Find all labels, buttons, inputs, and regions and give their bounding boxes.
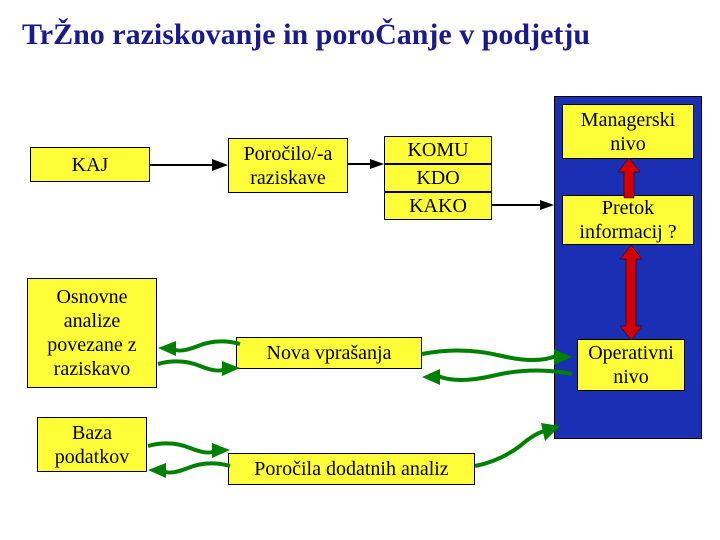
arrow-green-baza-right (148, 440, 230, 460)
box-kdo: KDO (384, 164, 492, 192)
arrow-green-dodatnih-right (475, 421, 560, 476)
label-pretok: Pretok informacij ? (563, 196, 693, 244)
arrow-green-dodatnih-left (148, 460, 230, 480)
label-dodatnih: Poročila dodatnih analiz (254, 457, 448, 481)
box-baza: Baza podatkov (37, 417, 147, 472)
box-pretok: Pretok informacij ? (562, 195, 694, 245)
box-porocilo: Poročilo/-a raziskave (228, 138, 348, 193)
label-osnovne: Osnovne analize povezane z raziskavo (28, 285, 156, 381)
arrow-green-nova-right (158, 358, 240, 378)
arrow-red-up (612, 158, 646, 198)
arrow-porocilo-komu (348, 156, 384, 172)
label-kako: KAKO (409, 194, 467, 218)
arrow-red-long (614, 245, 648, 340)
box-komu: KOMU (384, 136, 492, 164)
box-nova: Nova vprašanja (236, 337, 422, 369)
box-kaj: KAJ (30, 147, 150, 182)
arrow-green-nova-oper (422, 346, 572, 368)
arrow-kaj-porocilo (150, 155, 228, 175)
box-operativni: Operativni nivo (577, 339, 685, 391)
label-baza: Baza podatkov (38, 421, 146, 469)
arrow-kako-right (492, 197, 554, 213)
label-kaj: KAJ (72, 153, 109, 177)
label-operativni: Operativni nivo (578, 341, 684, 389)
label-managerski: Managerski nivo (563, 108, 693, 156)
box-dodatnih: Poročila dodatnih analiz (228, 453, 475, 485)
label-kdo: KDO (416, 166, 459, 190)
label-porocilo: Poročilo/-a raziskave (229, 142, 347, 190)
label-nova: Nova vprašanja (267, 341, 392, 365)
page-title: TrŽno raziskovanje in poroČanje v podjet… (22, 18, 590, 52)
box-osnovne: Osnovne analize povezane z raziskavo (27, 278, 157, 388)
box-managerski: Managerski nivo (562, 104, 694, 159)
box-kako: KAKO (384, 192, 492, 220)
arrow-green-nova-left (158, 338, 240, 358)
arrow-green-oper-nova (422, 366, 572, 388)
label-komu: KOMU (407, 138, 468, 162)
